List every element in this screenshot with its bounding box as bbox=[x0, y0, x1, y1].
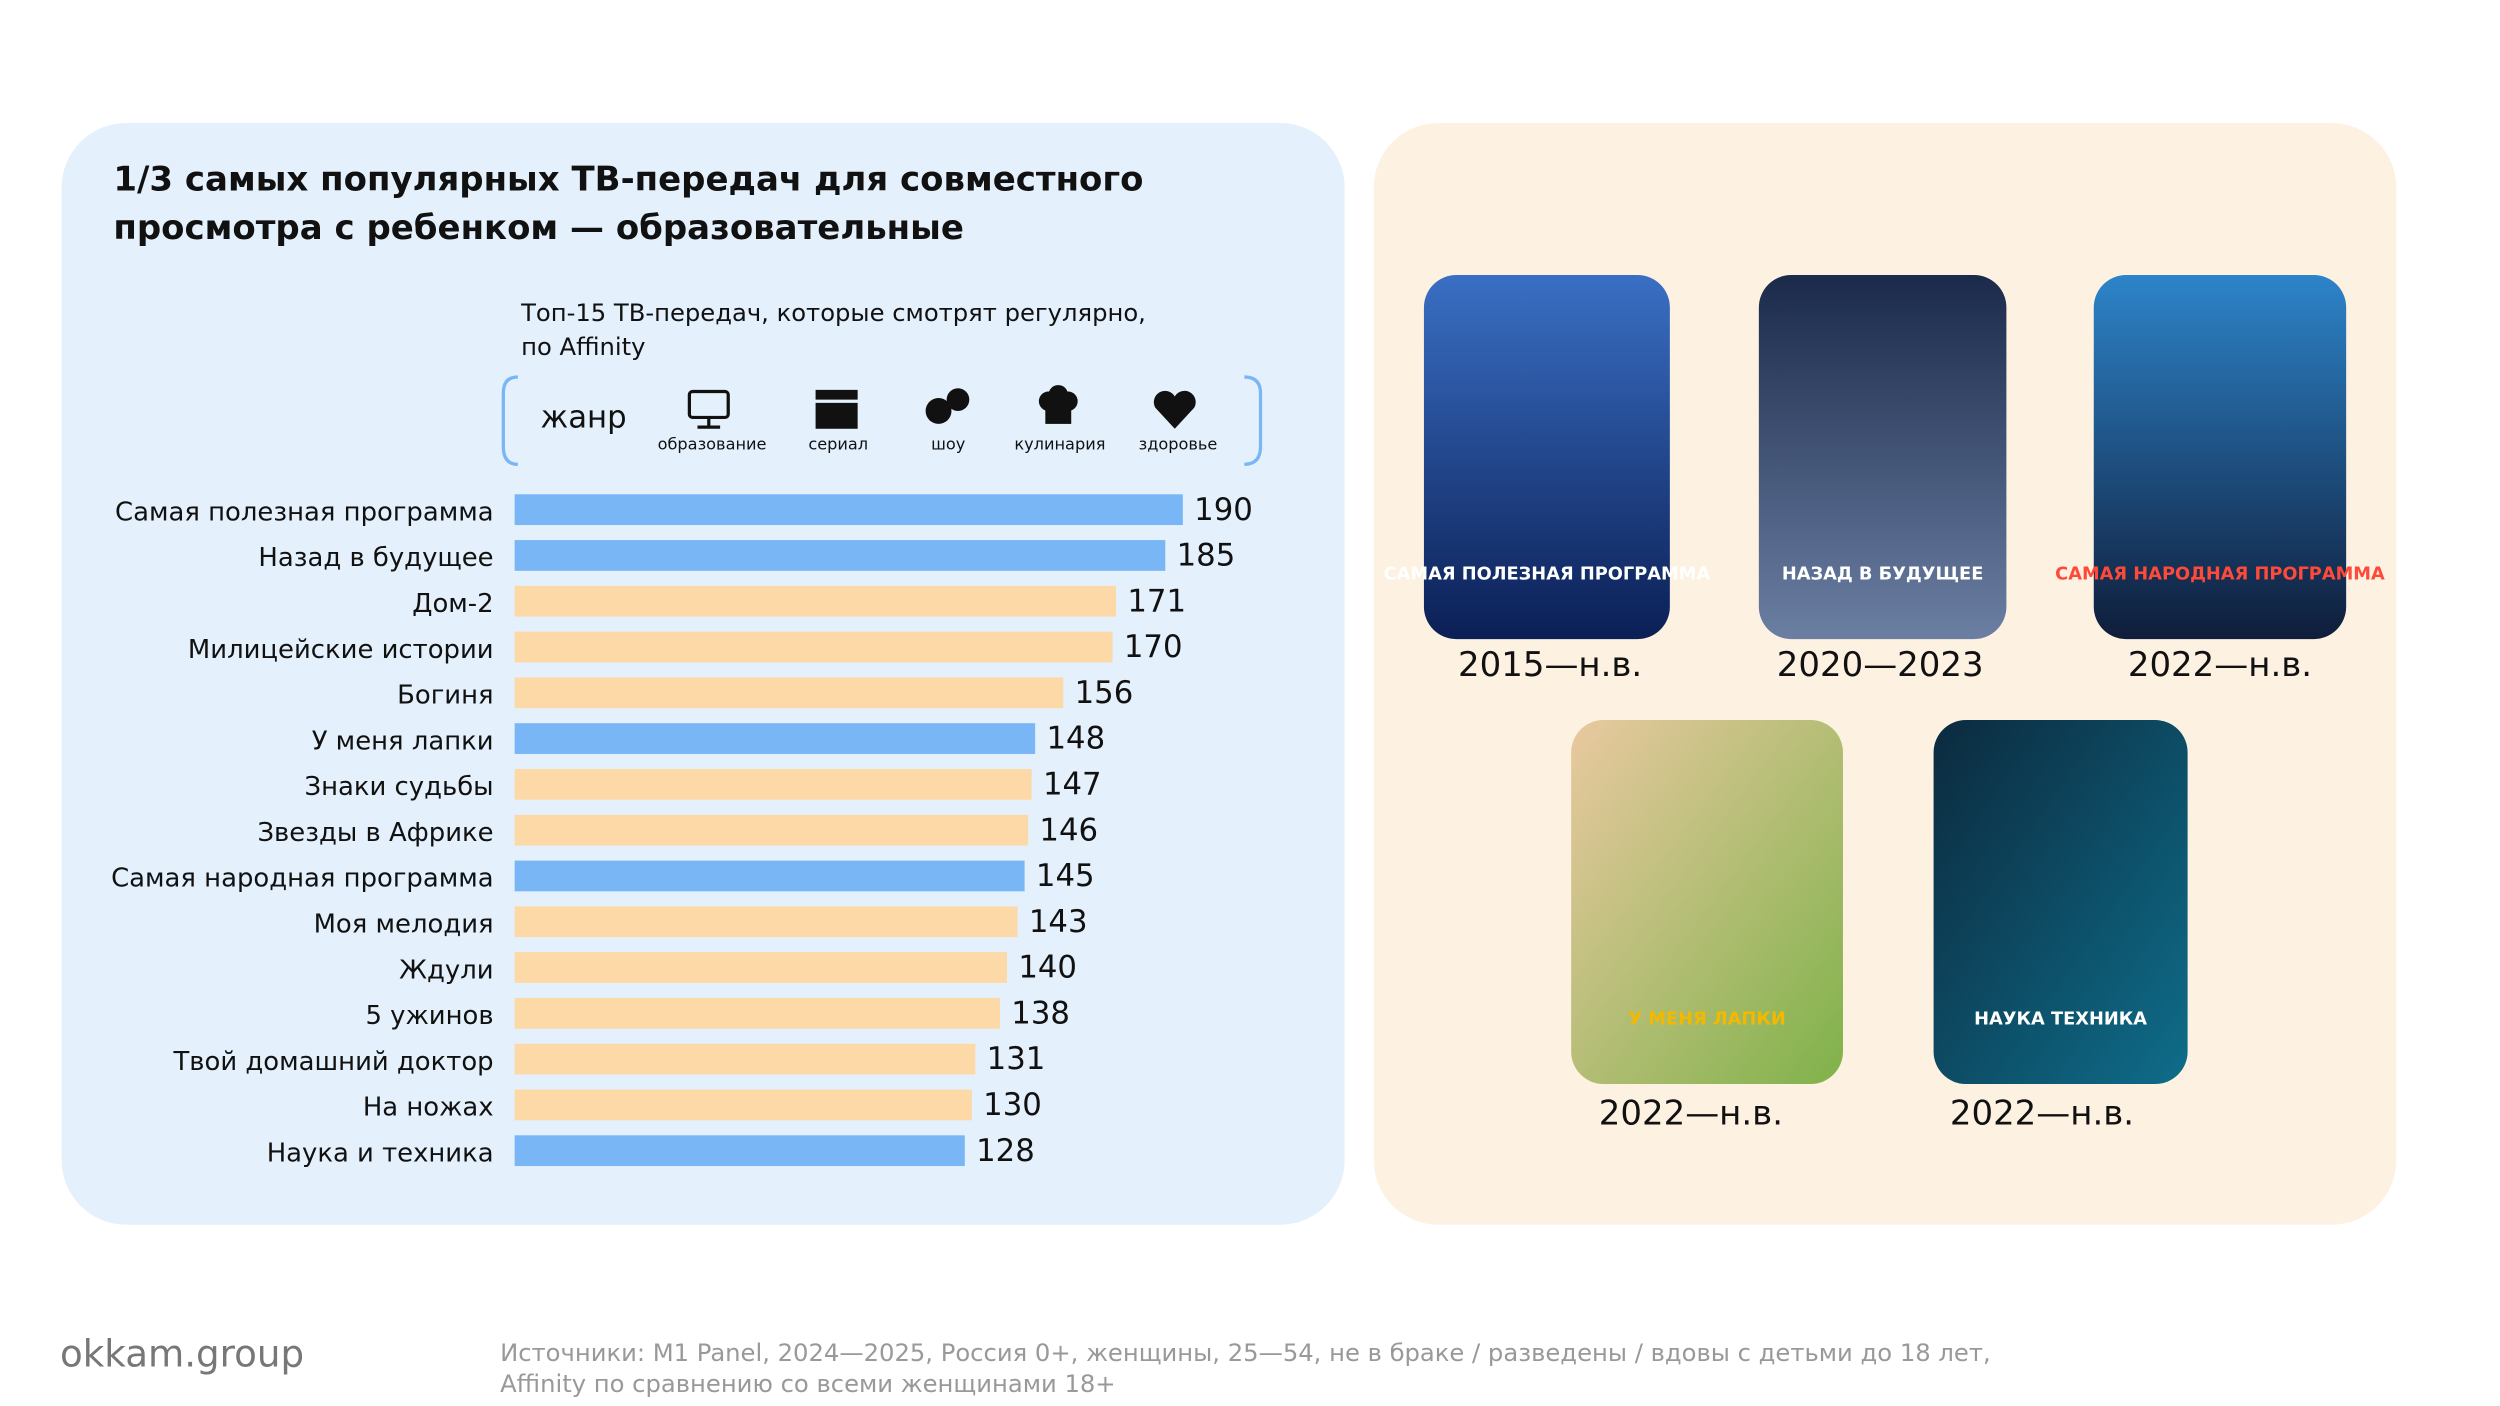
icon-show bbox=[925, 388, 970, 424]
category-label: Назад в будущее bbox=[258, 543, 493, 573]
poster-years: 2022—н.в. bbox=[2128, 645, 2312, 685]
legend-item: образование bbox=[658, 434, 767, 453]
bar bbox=[514, 585, 1117, 617]
category-label: Наука и техника bbox=[267, 1138, 494, 1168]
bar bbox=[514, 1135, 965, 1167]
legend-item: здоровье bbox=[1139, 434, 1218, 453]
category-label: Милицейские истории bbox=[188, 635, 494, 665]
legend-bracket bbox=[1244, 375, 1263, 466]
subtitle: Топ-15 ТВ-передач, которые смотрят регул… bbox=[520, 298, 1146, 327]
value-label: 171 bbox=[1127, 583, 1186, 619]
source: Affinity по сравнению со всеми женщинами… bbox=[500, 1369, 1116, 1398]
poster-years: 2015—н.в. bbox=[1458, 645, 1642, 685]
poster-years: 2020—2023 bbox=[1777, 645, 1984, 685]
bar bbox=[514, 677, 1064, 709]
category-label: Моя мелодия bbox=[314, 909, 494, 939]
value-label: 145 bbox=[1036, 858, 1095, 894]
poster-years: 2022—н.в. bbox=[1950, 1093, 2134, 1133]
value-label: 143 bbox=[1029, 904, 1088, 940]
value-label: 190 bbox=[1194, 492, 1253, 528]
poster-title: НАУКА ТЕХНИКА bbox=[1974, 1008, 2147, 1029]
bar bbox=[514, 631, 1113, 663]
category-label: Ждули bbox=[399, 955, 493, 985]
brand: okkam.group bbox=[60, 1331, 304, 1375]
category-label: 5 ужинов bbox=[365, 1001, 493, 1031]
bar bbox=[514, 494, 1183, 526]
title: 1/3 самых популярных ТВ-передач для совм… bbox=[113, 160, 1143, 200]
category-label: Дом-2 bbox=[412, 589, 493, 619]
legend-label: жанр bbox=[541, 400, 627, 436]
bar bbox=[514, 1043, 976, 1075]
category-label: Звезды в Африке bbox=[257, 818, 493, 848]
bar bbox=[514, 860, 1025, 892]
value-label: 128 bbox=[976, 1133, 1035, 1169]
icon-series bbox=[815, 389, 858, 429]
source: Источники: M1 Panel, 2024—2025, Россия 0… bbox=[500, 1338, 1991, 1367]
bar bbox=[514, 1089, 972, 1121]
title: просмотра с ребенком — образовательные bbox=[113, 208, 964, 248]
value-label: 147 bbox=[1043, 767, 1102, 803]
category-label: Самая полезная программа bbox=[115, 497, 494, 527]
poster-years: 2022—н.в. bbox=[1599, 1093, 1783, 1133]
value-label: 138 bbox=[1011, 995, 1070, 1031]
left-panel bbox=[61, 122, 1345, 1225]
legend-bracket bbox=[501, 375, 518, 466]
category-label: Богиня bbox=[397, 681, 493, 711]
bar bbox=[514, 997, 1000, 1029]
category-label: Твой домашний доктор bbox=[172, 1047, 493, 1077]
bar bbox=[514, 769, 1032, 800]
category-label: Знаки судьбы bbox=[304, 772, 493, 802]
category-label: На ножах bbox=[363, 1093, 494, 1123]
poster-title: САМАЯ ПОЛЕЗНАЯ ПРОГРАММА bbox=[1384, 563, 1711, 584]
value-label: 130 bbox=[983, 1087, 1042, 1123]
poster-title: САМАЯ НАРОДНАЯ ПРОГРАММА bbox=[2055, 563, 2385, 584]
icon-education bbox=[687, 389, 730, 429]
category-label: У меня лапки bbox=[312, 726, 494, 756]
bar bbox=[514, 540, 1166, 571]
posters: САМАЯ ПОЛЕЗНАЯ ПРОГРАММА 2015—н.в. НАЗАД В… bbox=[1384, 275, 2385, 1133]
category-label: Самая народная программа bbox=[111, 864, 494, 894]
value-label: 156 bbox=[1075, 675, 1134, 711]
poster-image bbox=[2093, 275, 2347, 640]
poster-image bbox=[1933, 719, 2188, 1085]
bar bbox=[514, 906, 1018, 938]
poster-image bbox=[1758, 275, 2007, 640]
poster-title: У МЕНЯ ЛАПКИ bbox=[1628, 1008, 1785, 1029]
value-label: 185 bbox=[1177, 538, 1236, 574]
legend-item: кулинария bbox=[1014, 434, 1105, 453]
bar bbox=[514, 952, 1008, 983]
poster-image bbox=[1423, 275, 1670, 640]
value-label: 170 bbox=[1124, 629, 1183, 665]
value-label: 146 bbox=[1039, 812, 1098, 848]
poster-title: НАЗАД В БУДУЩЕЕ bbox=[1782, 563, 1983, 584]
legend-item: шоу bbox=[931, 434, 966, 453]
poster-image bbox=[1571, 719, 1843, 1085]
legend-item: сериал bbox=[808, 434, 868, 453]
bar bbox=[514, 814, 1029, 846]
icon-health bbox=[1153, 390, 1196, 429]
value-label: 131 bbox=[987, 1041, 1046, 1077]
value-label: 140 bbox=[1018, 950, 1077, 986]
value-label: 148 bbox=[1046, 721, 1105, 757]
subtitle: по Affinity bbox=[521, 332, 645, 361]
bar bbox=[514, 723, 1036, 754]
icon-cooking bbox=[1038, 385, 1078, 424]
bar-chart: Самая полезная программа 190 Назад в будущ… bbox=[111, 492, 1253, 1169]
